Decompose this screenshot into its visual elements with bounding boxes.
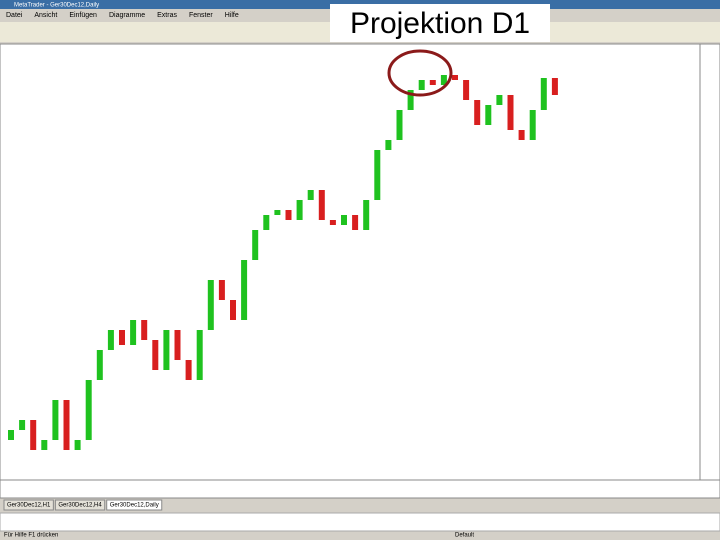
menu-bar: Datei Ansicht Einfügen Diagramme Extras Fenst… — [6, 12, 239, 19]
candle-body — [74, 440, 81, 450]
candle-body — [85, 380, 92, 440]
slide-title: Projektion D1 — [350, 7, 530, 40]
candle-body — [363, 200, 370, 230]
candle-body — [274, 210, 281, 215]
candle-body — [174, 330, 181, 360]
candle-body — [418, 80, 425, 90]
menu-item[interactable]: Diagramme — [109, 12, 145, 19]
candle-body — [196, 330, 203, 380]
candle-body — [185, 360, 192, 380]
candle-body — [163, 330, 170, 370]
candle-body — [8, 430, 14, 440]
tab-frame — [54, 499, 106, 511]
candle-body — [485, 105, 492, 125]
candle-body — [296, 200, 303, 220]
tab-label: Ger30Dec12,H1 — [7, 503, 51, 509]
candle-body — [285, 210, 292, 220]
status-profile: Default — [455, 533, 474, 539]
candle-body — [463, 80, 470, 100]
candle-body — [318, 190, 325, 220]
menu-item[interactable]: Fenster — [189, 12, 213, 19]
candle-body — [230, 300, 236, 320]
candle-body — [507, 95, 514, 130]
candle-body — [107, 330, 114, 350]
candle-body — [207, 280, 214, 330]
candle-body — [96, 350, 103, 380]
candle-body — [396, 110, 403, 140]
candle-body — [329, 220, 336, 225]
menu-item[interactable]: Ansicht — [34, 12, 57, 19]
candles — [8, 75, 558, 450]
candle-body — [429, 80, 436, 85]
candle-body — [540, 78, 547, 110]
candle-body — [152, 340, 159, 370]
candle-body — [407, 90, 414, 110]
status-help: Für Hilfe F1 drücken — [4, 533, 58, 539]
candle-body — [252, 230, 259, 260]
tab-frame — [3, 499, 54, 511]
candle-body — [551, 78, 558, 95]
menu-item[interactable]: Extras — [157, 12, 177, 19]
candle-body — [440, 75, 447, 85]
candle-body — [130, 320, 137, 345]
menu-item[interactable]: Hilfe — [225, 12, 239, 19]
candle-body — [307, 190, 314, 200]
candle-body — [518, 130, 525, 140]
candle-body — [218, 280, 225, 300]
candle-body — [263, 215, 270, 230]
indicator-strip — [0, 479, 720, 499]
candle-body — [385, 140, 392, 150]
candle-body — [141, 320, 148, 340]
highlight-ellipse — [387, 49, 453, 97]
tab[interactable]: Ger30Dec12,Daily — [106, 499, 163, 511]
candle-body — [496, 95, 503, 105]
candle-body — [19, 420, 26, 430]
candle-body — [241, 260, 248, 320]
terminal — [0, 512, 720, 532]
candle-body — [374, 150, 381, 200]
candle-body — [119, 330, 125, 345]
window-title: MetaTrader - Ger30Dec12,Daily — [14, 3, 99, 9]
title-backdrop — [330, 4, 550, 42]
candle-body — [352, 215, 359, 230]
candle-body — [341, 215, 347, 225]
tab-bar: Ger30Dec12,H1 Ger30Dec12,H4 Ger30Dec12,Dai… — [3, 499, 163, 511]
plot-area — [0, 43, 701, 481]
tab-label: Ger30Dec12,Daily — [110, 503, 159, 509]
candle-body — [63, 400, 70, 450]
candle-body — [474, 100, 481, 125]
tab[interactable]: Ger30Dec12,H1 — [3, 499, 54, 511]
menu-item[interactable]: Einfügen — [69, 12, 97, 19]
candle-body — [52, 400, 59, 440]
candle-body — [30, 420, 37, 450]
tab-label: Ger30Dec12,H4 — [58, 503, 102, 509]
menu-item[interactable]: Datei — [6, 12, 23, 19]
tab-frame — [106, 499, 163, 511]
candle-body — [452, 75, 458, 80]
price-axis — [699, 43, 720, 481]
tab[interactable]: Ger30Dec12,H4 — [54, 499, 106, 511]
candle-body — [529, 110, 536, 140]
candle-body — [41, 440, 48, 450]
